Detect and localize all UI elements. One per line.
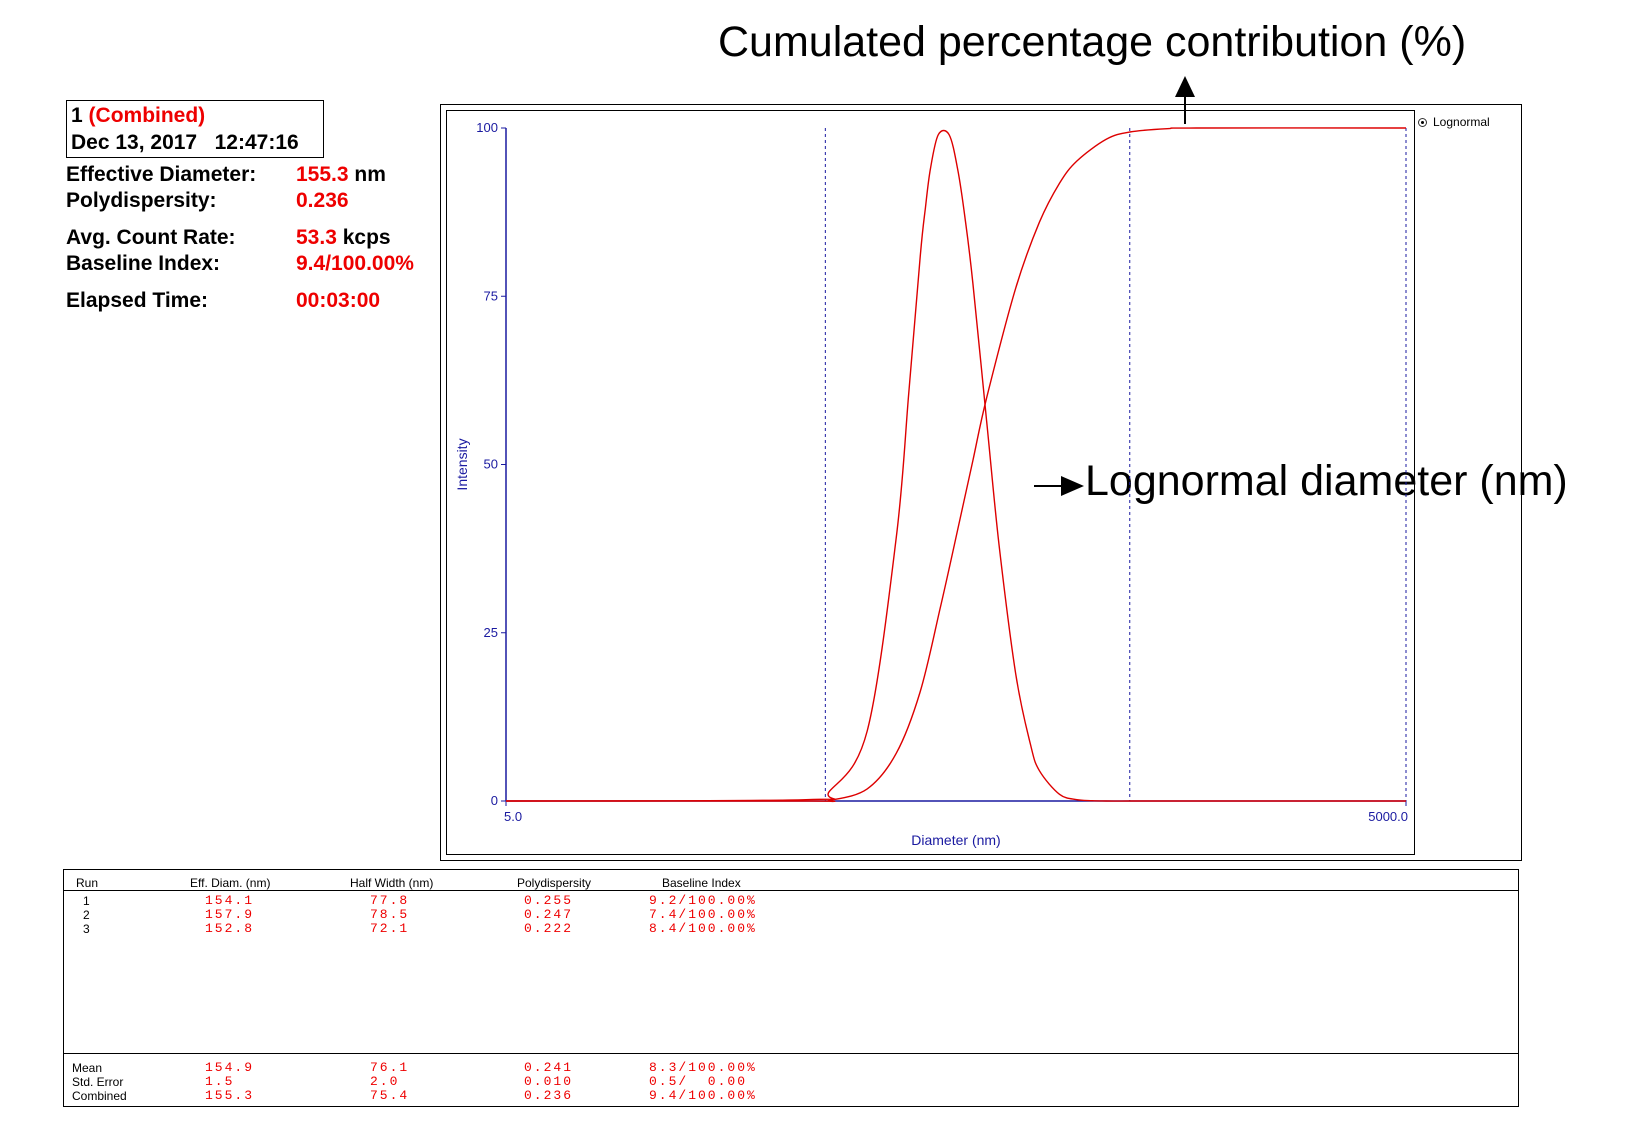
- col-header-polydispersity: Polydispersity: [517, 876, 592, 890]
- table-header-divider: [64, 890, 1518, 891]
- y-tick-label: 75: [484, 288, 498, 303]
- summary-polydispersity: 0.010: [524, 1074, 574, 1089]
- y-tick-label: 25: [484, 625, 498, 640]
- chart-plot-frame: [446, 110, 1415, 855]
- y-tick-label: 100: [476, 120, 498, 135]
- prop-label: Polydispersity:: [66, 189, 217, 212]
- prop-label: Avg. Count Rate:: [66, 226, 236, 249]
- summary-half-width: 75.4: [370, 1088, 410, 1103]
- lognormal-distribution-line: [505, 129, 1406, 802]
- run-title: 1 (Combined): [71, 102, 319, 129]
- col-header-baseline-index: Baseline Index: [662, 876, 741, 890]
- prop-label: Baseline Index:: [66, 252, 221, 275]
- prop-label: Effective Diameter:: [66, 163, 257, 186]
- summary-baseline: 8.3/100.00%: [649, 1060, 757, 1075]
- legend-label: Lognormal: [1433, 115, 1490, 129]
- summary-eff-diam: 155.3: [205, 1088, 255, 1103]
- prop-value: 0.236: [296, 189, 349, 212]
- row-eff-diam: 157.9: [205, 907, 255, 922]
- x-tick-label: 5.0: [504, 809, 522, 824]
- summary-polydispersity: 0.241: [524, 1060, 574, 1075]
- run-info-box: 1 (Combined) Dec 13, 2017 12:47:16: [66, 100, 324, 158]
- prop-value: 53.3: [296, 226, 337, 249]
- prop-value: 155.3: [296, 163, 349, 186]
- results-table: Run Eff. Diam. (nm) Half Width (nm) Poly…: [63, 869, 1519, 1107]
- row-half-width: 72.1: [370, 921, 410, 936]
- row-eff-diam: 152.8: [205, 921, 255, 936]
- row-half-width: 77.8: [370, 893, 410, 908]
- legend-radio-icon[interactable]: [1418, 118, 1427, 127]
- y-tick-label: 0: [491, 793, 498, 808]
- y-axis-label: Intensity: [454, 438, 470, 490]
- summary-half-width: 76.1: [370, 1060, 410, 1075]
- summary-label: Std. Error: [72, 1075, 124, 1089]
- run-time: 12:47:16: [214, 131, 299, 154]
- summary-eff-diam: 1.5: [205, 1074, 235, 1089]
- prop-value: 00:03:00: [296, 289, 381, 312]
- cumulative-line: [505, 127, 1407, 803]
- summary-label: Mean: [72, 1061, 103, 1075]
- row-baseline: 7.4/100.00%: [649, 907, 757, 922]
- col-header-half-width: Half Width (nm): [350, 876, 434, 890]
- summary-baseline: 9.4/100.00%: [649, 1088, 757, 1103]
- prop-value: 9.4/100.00%: [296, 252, 414, 275]
- x-tick-label: 5000.0: [1368, 809, 1408, 824]
- col-header-run: Run: [76, 876, 99, 890]
- summary-polydispersity: 0.236: [524, 1088, 574, 1103]
- y-tick-label: 50: [484, 457, 498, 472]
- arrow-right-icon: [1061, 476, 1084, 496]
- run-datetime: Dec 13, 2017 12:47:16: [71, 129, 319, 156]
- x-axis-label: Diameter (nm): [911, 832, 1000, 848]
- prop-unit: kcps: [336, 226, 391, 249]
- summary-label: Combined: [72, 1089, 127, 1103]
- table-summary-divider: [64, 1053, 1518, 1054]
- row-polydispersity: 0.222: [524, 921, 574, 936]
- row-run: 2: [83, 908, 90, 922]
- chart-frame: [440, 104, 1522, 861]
- run-date: Dec 13, 2017: [71, 131, 198, 154]
- row-eff-diam: 154.1: [205, 893, 255, 908]
- row-baseline: 9.2/100.00%: [649, 893, 757, 908]
- row-run: 3: [83, 922, 90, 936]
- run-number: 1: [71, 104, 83, 127]
- chart-legend[interactable]: Lognormal: [1418, 115, 1490, 129]
- prop-unit: nm: [348, 163, 386, 186]
- summary-baseline: 0.5/ 0.00: [649, 1074, 748, 1089]
- run-label: (Combined): [88, 104, 206, 127]
- col-header-eff-diam: Eff. Diam. (nm): [190, 876, 271, 890]
- row-run: 1: [83, 894, 90, 908]
- row-polydispersity: 0.255: [524, 893, 574, 908]
- summary-half-width: 2.0: [370, 1074, 400, 1089]
- summary-eff-diam: 154.9: [205, 1060, 255, 1075]
- row-baseline: 8.4/100.00%: [649, 921, 757, 936]
- row-half-width: 78.5: [370, 907, 410, 922]
- prop-label: Elapsed Time:: [66, 289, 208, 312]
- cumulated-annotation: Cumulated percentage contribution (%): [718, 18, 1467, 66]
- row-polydispersity: 0.247: [524, 907, 574, 922]
- lognormal-annotation: Lognormal diameter (nm): [1085, 457, 1568, 505]
- arrow-up-icon: [1175, 76, 1195, 97]
